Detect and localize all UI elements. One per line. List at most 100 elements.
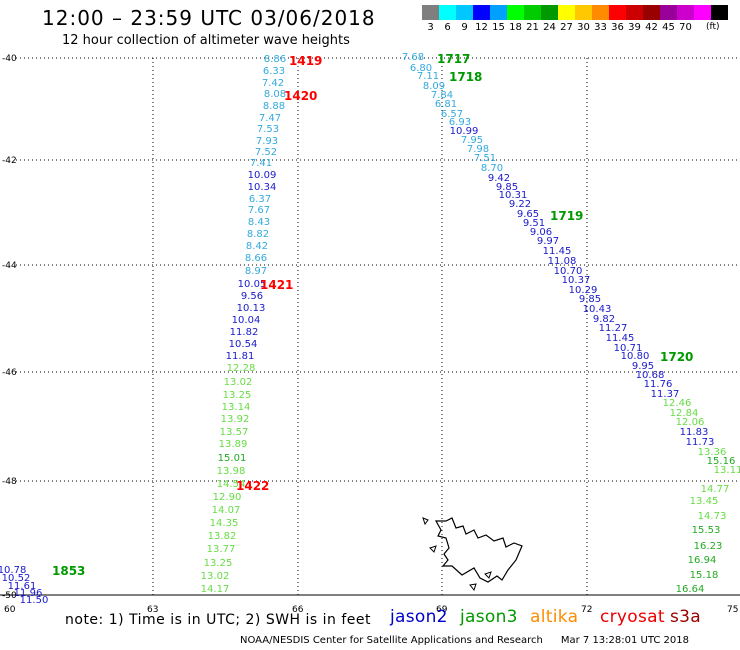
wave-height-label: 8.86 — [264, 54, 286, 65]
render-timestamp: Mar 7 13:28:01 UTC 2018 — [560, 635, 689, 646]
wave-height-label: 8.43 — [248, 217, 270, 228]
wave-height-label: 8.42 — [246, 241, 268, 252]
wave-height-label: 11.27 — [599, 323, 628, 334]
legend-label: 18 — [509, 22, 522, 33]
wave-height-label: 10.52 — [2, 573, 31, 584]
lon-tick-label: 69 — [436, 605, 448, 615]
wave-height-label: 13.02 — [201, 571, 230, 582]
wave-height-label: 8.82 — [247, 229, 269, 240]
legend-label: 3 — [427, 22, 434, 33]
wave-height-label: 7.11 — [417, 71, 439, 82]
wave-height-label: 12.84 — [670, 408, 699, 419]
legend-swatch — [643, 5, 660, 20]
lon-tick-label: 66 — [292, 605, 304, 615]
wave-height-label: 9.97 — [537, 236, 559, 247]
satellite-legend-jason2: jason2 — [390, 607, 448, 627]
wave-height-label: 7.95 — [461, 135, 483, 146]
footer-note: note: 1) Time is in UTC; 2) SWH is in fe… — [65, 612, 372, 628]
wave-height-label: 7.51 — [474, 153, 496, 164]
legend-swatch — [422, 5, 439, 20]
wave-height-label: 13.77 — [207, 544, 236, 555]
legend-label: 36 — [611, 22, 624, 33]
wave-height-label: 9.85 — [579, 294, 601, 305]
wave-height-label: 7.52 — [255, 147, 277, 158]
wave-height-label: 7.67 — [248, 205, 270, 216]
lat-tick-label: -40 — [2, 54, 17, 64]
wave-height-label: 10.80 — [621, 351, 650, 362]
wave-height-label: 10.04 — [232, 315, 261, 326]
legend-swatch — [711, 5, 728, 20]
wave-height-label: 11.73 — [686, 437, 715, 448]
lon-tick-label: 63 — [147, 605, 158, 615]
legend-label: 39 — [628, 22, 641, 33]
pass-time-label: 1422 — [236, 479, 269, 493]
lat-tick-label: -42 — [2, 156, 17, 166]
legend-swatch — [439, 5, 456, 20]
legend-label: 6 — [444, 22, 451, 33]
pass-time-label: 1719 — [550, 209, 583, 223]
wave-height-label: 14.17 — [201, 584, 230, 595]
wave-height-label: 10.78 — [0, 565, 26, 576]
wave-height-label: 9.82 — [593, 314, 615, 325]
wave-height-label: 13.25 — [223, 390, 252, 401]
wave-height-label: 8.97 — [245, 266, 267, 277]
wave-height-label: 10.99 — [450, 126, 479, 137]
kerguelen-islet-2 — [469, 583, 477, 592]
wave-height-label: 13.11 — [714, 465, 740, 476]
legend-label: 27 — [560, 22, 573, 33]
wave-height-label: 7.41 — [250, 158, 272, 169]
footer-credit: NOAA/NESDIS Center for Satellite Applica… — [240, 635, 689, 646]
wave-height-label: 7.98 — [467, 144, 489, 155]
wave-height-label: 10.54 — [229, 339, 258, 350]
legend-label: 15 — [492, 22, 505, 33]
pass-time-label: 1717 — [437, 52, 470, 66]
wave-height-label: 10.37 — [562, 275, 591, 286]
wave-height-label: 12.90 — [213, 492, 242, 503]
wave-height-label: 9.65 — [517, 209, 539, 220]
legend-label: 33 — [594, 22, 607, 33]
wave-height-label: 14.07 — [212, 505, 241, 516]
legend-swatch — [524, 5, 541, 20]
lat-tick-label: -48 — [2, 477, 17, 487]
wave-height-label: 15.53 — [692, 525, 721, 536]
wave-height-label: 8.08 — [264, 89, 286, 100]
lat-tick-label: -44 — [2, 261, 17, 271]
legend-swatch — [609, 5, 626, 20]
credit-text: NOAA/NESDIS Center for Satellite Applica… — [240, 635, 543, 646]
wave-height-label: 9.56 — [241, 291, 263, 302]
pass-time-label: 1720 — [660, 350, 693, 364]
legend-swatch — [660, 5, 677, 20]
satellite-legend-s3a: s3a — [670, 607, 701, 627]
wave-height-label: 16.64 — [676, 584, 705, 595]
lon-tick-label: 75 — [727, 605, 738, 615]
legend-label: 42 — [645, 22, 658, 33]
lat-tick-label: -46 — [2, 368, 17, 378]
wave-height-label: 10.29 — [569, 285, 598, 296]
legend-label: 70 — [679, 22, 692, 33]
kerguelen-islet-3 — [484, 571, 492, 579]
color-legend — [422, 5, 728, 20]
page-title: 12:00 – 23:59 UTC 03/06/2018 — [42, 6, 376, 30]
legend-label: 9 — [461, 22, 468, 33]
legend-label: 12 — [475, 22, 488, 33]
wave-height-label: 14.77 — [701, 484, 730, 495]
wave-height-label: 14.35 — [210, 518, 239, 529]
legend-swatch — [490, 5, 507, 20]
wave-height-label: 13.14 — [222, 402, 251, 413]
wave-height-label: 11.83 — [680, 427, 709, 438]
wave-height-label: 10.68 — [636, 370, 665, 381]
wave-height-label: 11.45 — [543, 246, 572, 257]
satellite-legend-jason3: jason3 — [460, 607, 518, 627]
wave-height-label: 7.84 — [431, 90, 453, 101]
wave-height-label: 6.93 — [449, 117, 471, 128]
lat-lon-grid: 60 63 66 69 72 75 -40 -42 -44 -46 -48 -50 — [0, 54, 740, 615]
wave-height-label: 9.85 — [496, 182, 518, 193]
wave-height-label: 13.02 — [224, 377, 253, 388]
pass-time-label: 1421 — [260, 278, 293, 292]
legend-swatch — [558, 5, 575, 20]
wave-height-label: 11.81 — [226, 351, 255, 362]
wave-height-label: 8.66 — [245, 253, 267, 264]
legend-swatch — [677, 5, 694, 20]
wave-height-label: 10.09 — [248, 170, 277, 181]
